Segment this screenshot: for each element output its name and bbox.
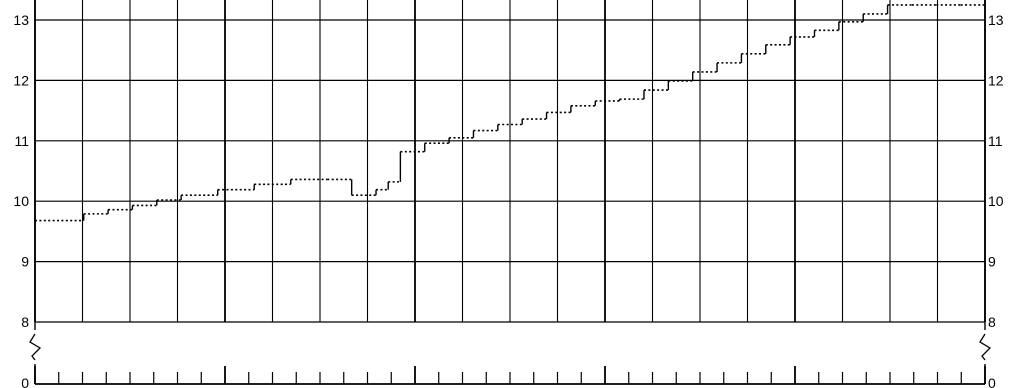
y-tick-label-right: 11 — [988, 133, 1003, 149]
y-tick-label-left: 10 — [13, 193, 29, 209]
series-layer — [35, 4, 985, 222]
baseline-tick-label-right: 0 — [988, 375, 996, 388]
y-tick-label-right: 13 — [988, 12, 1004, 28]
axis-break-left — [29, 333, 42, 361]
y-tick-label-left: 8 — [21, 314, 29, 330]
tick-labels: 13 13 12 12 11 11 10 10 9 9 8 8 0 0 — [13, 12, 1003, 388]
axes — [27, 0, 993, 385]
grid — [34, 0, 986, 323]
axis-break-left-mask — [27, 330, 43, 364]
y-tick-label-right: 10 — [988, 193, 1004, 209]
y-tick-label-right: 8 — [988, 314, 996, 330]
y-tick-label-left: 12 — [13, 72, 29, 88]
y-tick-label-right: 12 — [988, 72, 1004, 88]
axis-break-right — [979, 333, 992, 361]
y-tick-label-right: 9 — [988, 254, 996, 270]
baseline-tick-label-left: 0 — [21, 375, 29, 388]
y-tick-label-left: 9 — [21, 254, 29, 270]
y-tick-label-left: 11 — [14, 133, 29, 149]
axis-break-right-mask — [977, 330, 993, 364]
y-tick-label-left: 13 — [13, 12, 29, 28]
